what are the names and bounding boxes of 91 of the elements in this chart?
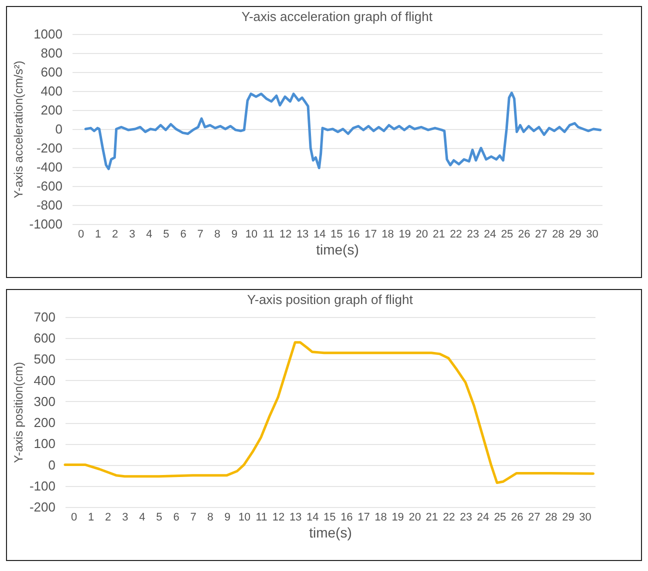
x-tick-label: 0 [78, 228, 84, 240]
x-tick-label: 14 [313, 228, 326, 240]
x-tick-label: 7 [190, 512, 196, 524]
y-tick-label: 500 [34, 352, 56, 367]
y-tick-label: 400 [34, 372, 56, 388]
y-tick-label: 200 [34, 415, 56, 430]
x-tick-label: 29 [562, 512, 574, 524]
x-tick-label: 23 [466, 228, 480, 240]
line-series [64, 341, 595, 484]
x-tick-label: 0 [70, 512, 78, 524]
x-tick-label: 1 [95, 228, 102, 240]
x-tick-label: 26 [510, 512, 524, 524]
x-tick-label: 14 [306, 512, 319, 524]
x-tick-label: 8 [207, 512, 214, 524]
x-tick-label: 22 [450, 228, 462, 240]
y-tick-label: -100 [29, 478, 56, 494]
y-tick-label: -400 [36, 160, 62, 174]
x-tick-label: 29 [569, 228, 582, 240]
x-axis-title: time(s) [316, 242, 359, 258]
y-tick-label: 0 [55, 122, 62, 136]
x-tick-label: 15 [324, 512, 336, 524]
x-tick-label: 25 [500, 228, 514, 240]
x-tick-label: 21 [432, 228, 446, 240]
x-tick-label: 26 [518, 228, 530, 240]
line-series [84, 92, 602, 170]
x-tick-label: 21 [426, 512, 438, 524]
x-tick-label: 3 [122, 512, 128, 524]
x-tick-label: 27 [535, 228, 548, 240]
y-tick-label: 700 [34, 310, 56, 324]
y-tick-label: 400 [40, 84, 62, 98]
x-tick-label: 24 [484, 228, 496, 240]
x-tick-label: 28 [552, 228, 564, 240]
y-axis-title: Y-axis position(cm) [11, 362, 26, 463]
x-tick-label: 15 [330, 228, 343, 240]
y-tick-label: 100 [34, 436, 56, 452]
x-tick-label: 4 [139, 512, 146, 524]
x-tick-label: 6 [173, 512, 180, 524]
x-tick-label: 10 [245, 228, 258, 240]
y-tick-label: 600 [40, 64, 62, 80]
x-tick-label: 11 [262, 228, 274, 240]
x-tick-label: 2 [112, 228, 118, 240]
x-tick-label: 16 [340, 512, 353, 524]
y-tick-label: 600 [34, 330, 56, 346]
chart-title: Y-axis acceleration graph of flight [241, 9, 433, 24]
x-tick-label: 5 [156, 512, 162, 524]
x-axis-title: time(s) [309, 524, 352, 540]
x-tick-label: 8 [214, 228, 220, 240]
x-tick-label: 6 [180, 228, 186, 240]
y-tick-label: -200 [36, 140, 62, 156]
y-tick-label: -600 [36, 178, 62, 194]
x-tick-label: 13 [296, 228, 309, 240]
x-tick-label: 1 [88, 512, 94, 524]
y-tick-label: 1000 [34, 26, 62, 42]
x-tick-label: 3 [129, 228, 136, 240]
x-tick-label: 24 [476, 512, 490, 524]
y-tick-label: -200 [29, 500, 56, 514]
x-tick-label: 19 [398, 228, 411, 240]
x-tick-label: 9 [224, 512, 230, 524]
y-tick-label: -800 [36, 198, 62, 212]
y-tick-label: 800 [40, 46, 62, 60]
x-tick-label: 12 [272, 512, 285, 524]
x-tick-label: 27 [528, 512, 540, 524]
x-tick-label: 10 [238, 512, 251, 524]
x-tick-label: 16 [348, 228, 360, 240]
y-tick-label: 0 [48, 457, 56, 472]
x-tick-label: 20 [416, 228, 428, 240]
x-tick-label: 17 [358, 512, 370, 524]
x-tick-label: 19 [392, 512, 404, 524]
x-tick-label: 11 [256, 512, 268, 524]
x-tick-label: 4 [146, 228, 152, 240]
x-tick-label: 7 [197, 228, 204, 240]
chart-title: Y-axis position graph of flight [247, 292, 414, 307]
x-tick-label: 9 [231, 228, 238, 240]
x-tick-label: 30 [579, 512, 592, 524]
x-tick-label: 25 [494, 512, 506, 524]
x-tick-label: 18 [374, 512, 387, 524]
x-tick-label: 28 [545, 512, 558, 524]
y-axis-title: Y-axis acceleration(cm/s²) [11, 60, 26, 198]
x-tick-label: 2 [105, 512, 112, 524]
y-tick-label: -1000 [29, 216, 62, 232]
x-tick-label: 23 [460, 512, 472, 524]
x-tick-label: 5 [163, 228, 170, 240]
x-tick-label: 12 [279, 228, 292, 240]
x-tick-label: 30 [586, 228, 598, 240]
x-tick-label: 18 [382, 228, 394, 240]
y-tick-label: 200 [40, 102, 62, 118]
y-tick-label: 300 [34, 394, 56, 409]
x-tick-label: 20 [408, 512, 421, 524]
x-tick-label: 22 [442, 512, 456, 524]
x-tick-label: 17 [364, 228, 377, 240]
x-tick-label: 13 [289, 512, 302, 524]
